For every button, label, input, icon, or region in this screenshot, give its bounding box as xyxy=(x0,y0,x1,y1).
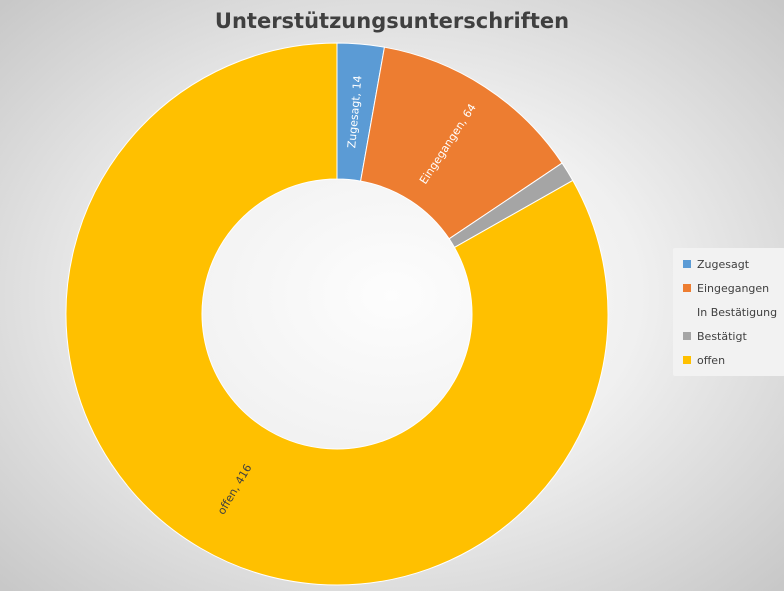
legend-item-eingegangen: Eingegangen xyxy=(683,280,769,296)
legend-label: offen xyxy=(697,353,726,367)
legend-item-offen: offen xyxy=(683,352,725,368)
chart-title: Unterstützungsunterschriften xyxy=(214,9,570,33)
slice-offen xyxy=(65,42,609,586)
legend-label: Bestätigt xyxy=(697,329,747,343)
legend-item-bestatigt: Bestätigt xyxy=(683,328,747,344)
legend-label: In Bestätigung xyxy=(697,305,778,319)
legend-swatch xyxy=(683,332,691,340)
legend-label: Eingegangen xyxy=(697,281,770,295)
legend-item-in-bestatigung: In Bestätigung xyxy=(683,304,777,320)
legend-item-zugesagt: Zugesagt xyxy=(683,256,749,272)
legend-swatch xyxy=(683,356,691,364)
data-label-zugesagt: Zugesagt, 14 xyxy=(345,75,364,149)
legend-swatch xyxy=(683,284,691,292)
legend: Zugesagt Eingegangen In Bestätigung Bestäti… xyxy=(673,248,784,376)
legend-swatch xyxy=(683,308,691,316)
legend-label: Zugesagt xyxy=(697,257,750,271)
legend-swatch xyxy=(683,260,691,268)
